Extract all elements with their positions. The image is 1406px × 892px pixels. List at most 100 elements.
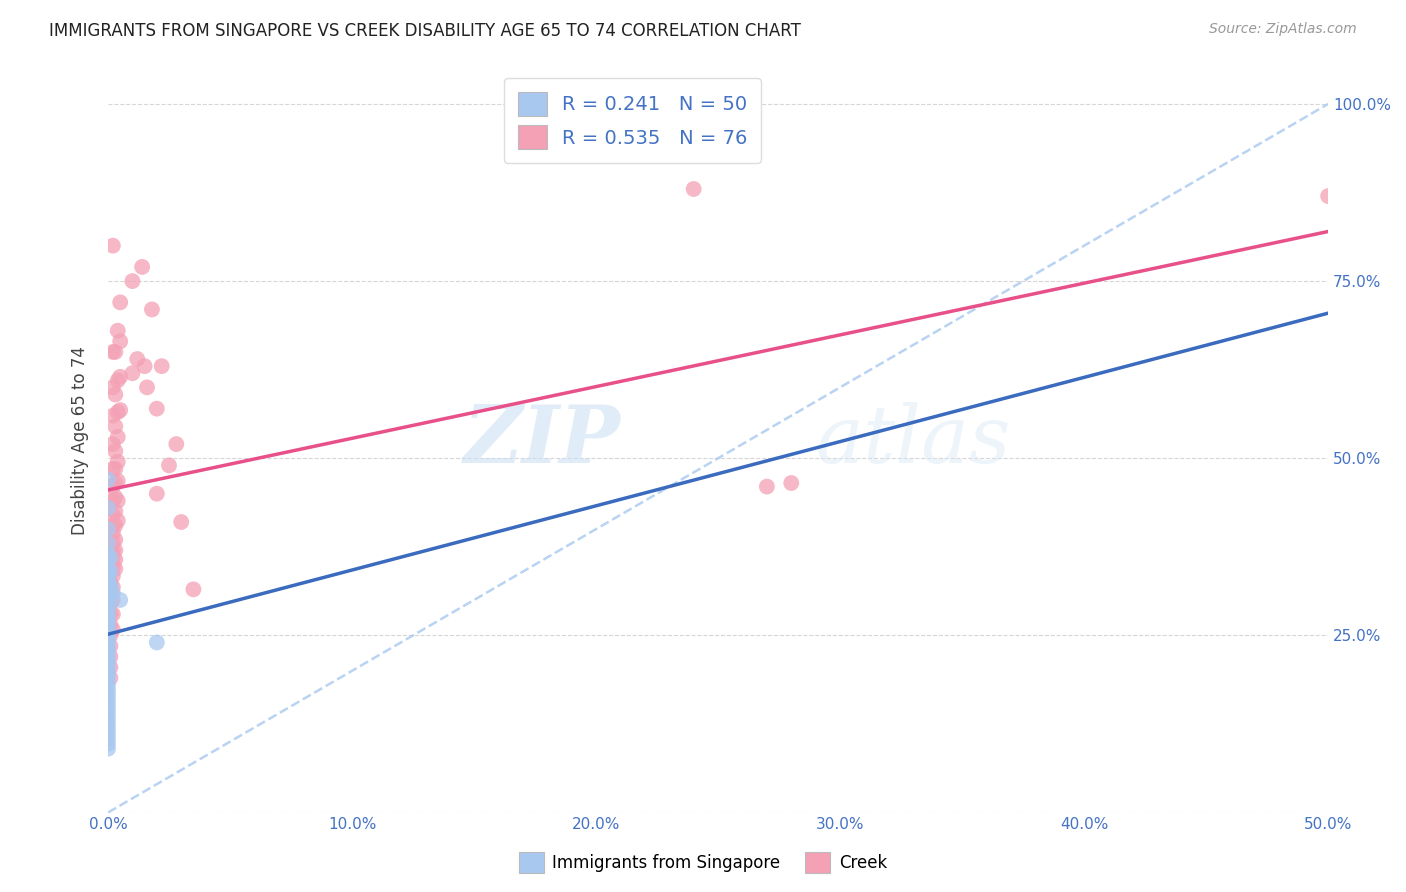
Point <box>134 359 156 373</box>
Point <box>101 586 124 600</box>
Point <box>97 561 120 575</box>
Point <box>104 552 127 566</box>
Point <box>107 493 129 508</box>
Point <box>97 573 120 587</box>
Point <box>107 430 129 444</box>
Point <box>107 474 129 488</box>
Point <box>97 667 120 681</box>
Point <box>101 518 124 533</box>
Point <box>101 569 124 583</box>
Point <box>100 543 122 558</box>
Point <box>97 706 120 721</box>
Point <box>97 692 120 706</box>
Point <box>101 437 124 451</box>
Point <box>100 558 122 572</box>
Point <box>97 554 120 568</box>
Point <box>107 455 129 469</box>
Point <box>97 638 120 652</box>
Point <box>146 486 169 500</box>
Point <box>107 324 129 338</box>
Point <box>101 493 124 508</box>
Point <box>100 639 122 653</box>
Point <box>97 712 120 726</box>
Point <box>755 480 778 494</box>
Text: ZIP: ZIP <box>464 401 620 479</box>
Point <box>97 737 120 751</box>
Point <box>97 623 120 637</box>
Point <box>100 550 122 565</box>
Point <box>97 577 120 591</box>
Point <box>1317 189 1340 203</box>
Point <box>100 575 122 590</box>
Text: Source: ZipAtlas.com: Source: ZipAtlas.com <box>1209 22 1357 37</box>
Point <box>97 682 120 697</box>
Point <box>101 534 124 549</box>
Point <box>101 593 124 607</box>
Point <box>97 662 120 676</box>
Point <box>104 462 127 476</box>
Point <box>101 623 124 637</box>
Point <box>107 405 129 419</box>
Point <box>97 697 120 711</box>
Point <box>101 560 124 574</box>
Point <box>100 565 122 579</box>
Point <box>97 603 120 617</box>
Point <box>104 476 127 491</box>
Point <box>104 419 127 434</box>
Point <box>101 552 124 566</box>
Point <box>97 568 120 582</box>
Point <box>97 677 120 691</box>
Point <box>97 473 120 487</box>
Point <box>104 490 127 504</box>
Point <box>108 593 131 607</box>
Point <box>108 403 131 417</box>
Text: IMMIGRANTS FROM SINGAPORE VS CREEK DISABILITY AGE 65 TO 74 CORRELATION CHART: IMMIGRANTS FROM SINGAPORE VS CREEK DISAB… <box>49 22 801 40</box>
Point <box>107 373 129 387</box>
Point <box>101 345 124 359</box>
Point <box>101 462 124 476</box>
Point <box>101 525 124 540</box>
Legend: Immigrants from Singapore, Creek: Immigrants from Singapore, Creek <box>512 846 894 880</box>
Point <box>108 334 131 349</box>
Point <box>97 717 120 731</box>
Point <box>100 671 122 685</box>
Point <box>100 649 122 664</box>
Point <box>97 702 120 716</box>
Point <box>97 617 120 632</box>
Point <box>146 635 169 649</box>
Point <box>183 582 205 597</box>
Point <box>100 586 122 600</box>
Point <box>101 380 124 394</box>
Point <box>108 295 131 310</box>
Point <box>165 437 187 451</box>
Point <box>97 642 120 657</box>
Point <box>101 580 124 594</box>
Point <box>97 657 120 672</box>
Point <box>101 508 124 522</box>
Point <box>104 533 127 547</box>
Point <box>107 514 129 528</box>
Point <box>100 660 122 674</box>
Point <box>780 476 803 491</box>
Point <box>97 648 120 662</box>
Point <box>104 504 127 518</box>
Point <box>121 274 143 288</box>
Point <box>104 518 127 533</box>
Point <box>131 260 153 274</box>
Point <box>127 352 149 367</box>
Point <box>141 302 163 317</box>
Point <box>108 369 131 384</box>
Point <box>150 359 173 373</box>
Point <box>100 617 122 632</box>
Point <box>97 582 120 597</box>
Point <box>104 444 127 458</box>
Point <box>104 345 127 359</box>
Point <box>101 238 124 252</box>
Point <box>101 543 124 558</box>
Point <box>146 401 169 416</box>
Point <box>136 380 159 394</box>
Text: atlas: atlas <box>815 401 1011 479</box>
Point <box>101 480 124 494</box>
Point <box>97 628 120 642</box>
Point <box>104 387 127 401</box>
